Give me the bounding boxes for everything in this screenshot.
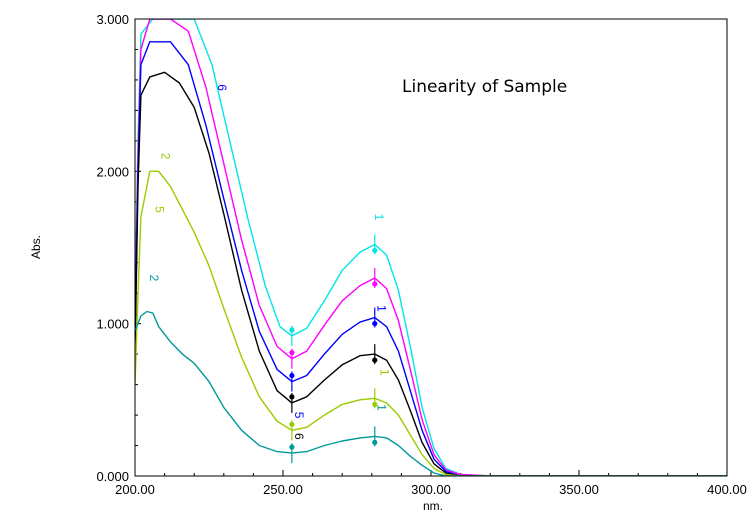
valley-marker-dot [289,421,295,427]
peak-number-label: 1 [372,214,386,221]
x-tick-label: 300.00 [411,482,451,497]
spectrum-line-2 [135,19,727,476]
spectrum-line-4 [135,71,727,476]
peak-number-label: 1 [375,305,389,312]
chart-title: Linearity of Sample [402,77,567,97]
peak-marker-dot [372,439,378,445]
peak-marker-dot [372,247,378,254]
y-tick-label: 2.000 [96,164,129,179]
peak-number-label: 1 [378,369,392,376]
x-tick-labels: 200.00 250.00 300.00 350.00 400.00 [115,482,747,497]
plot-frame [134,18,728,477]
x-tick-label: 400.00 [707,482,747,497]
peak-labels: 1 1 1 1 6 2 5 2 5 6 [147,84,392,440]
valley-marker-dot [289,372,295,379]
x-tick-label: 350.00 [559,482,599,497]
peak-number-label: 5 [292,412,306,419]
spectrum-series-group [135,19,727,476]
valley-marker-dot [289,327,295,333]
valley-marker-dot [289,444,295,450]
x-tick-label: 250.00 [263,482,303,497]
peak-marker-dot [372,401,378,407]
y-tick-label: 0.000 [96,469,129,484]
valley-marker-dot [289,350,295,356]
x-axis-title: nm. [423,499,443,513]
peak-marker-dot [372,357,378,363]
valley-marker-dot [289,394,295,400]
peak-number-label: 2 [147,275,161,282]
peak-number-label: 6 [292,433,306,440]
spectrum-line-3 [135,41,727,476]
x-tick-label: 200.00 [115,482,155,497]
y-tick-label: 3.000 [96,12,129,27]
spectrum-line-6 [135,310,727,476]
peak-number-label: 6 [215,84,229,91]
peak-marker-dot [372,281,378,287]
y-axis-title: Abs. [29,235,43,259]
y-tick-labels: 0.000 1.000 2.000 3.000 [96,12,129,484]
spectrum-line-1 [135,19,727,476]
peak-number-label: 2 [159,153,173,160]
peak-marker-dot [372,320,378,327]
y-tick-label: 1.000 [96,317,129,332]
peak-number-label: 5 [153,206,167,213]
peak-number-label: 1 [375,404,389,411]
